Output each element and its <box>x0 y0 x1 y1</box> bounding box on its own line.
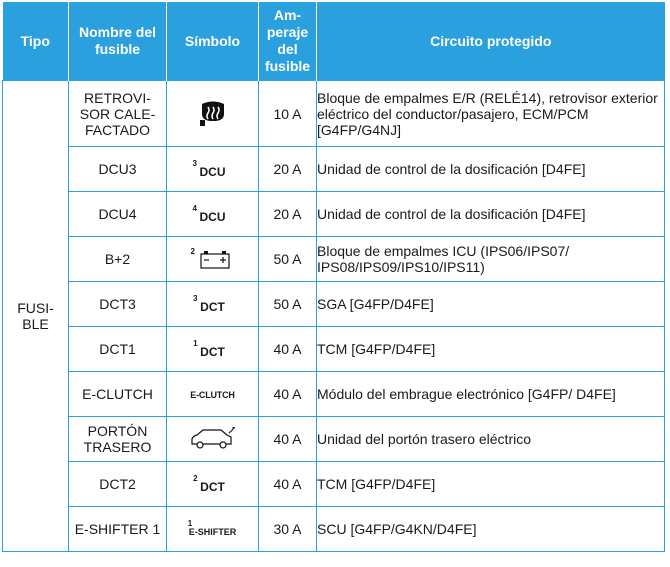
header-row: Tipo Nombre del fusible Símbolo Am-peraj… <box>2 2 665 81</box>
symbol-number: 2 <box>193 474 198 483</box>
fuse-amperage: 10 A <box>258 80 317 147</box>
symbol-text: DCT <box>200 300 225 314</box>
header-simbolo: Símbolo <box>166 2 259 81</box>
fuse-circuit: SGA [G4FP/D4FE] <box>316 281 665 327</box>
header-amperaje-text: Am-peraje del fusible <box>264 7 311 74</box>
symbol-cell: E-CLUTCH <box>166 371 259 417</box>
fuse-amperage: 20 A <box>258 191 317 237</box>
header-nombre-text: Nombre del fusible <box>78 24 156 57</box>
symbol-label: 4 DCU <box>193 203 226 225</box>
symbol-number: 2 <box>190 247 195 256</box>
table-row: FUSI-BLE RETROVI-SOR CALE-FACTADO 10 A B… <box>2 80 665 552</box>
fuse-circuit: SCU [G4FP/G4KN/D4FE] <box>316 506 665 552</box>
fuse-table: Tipo Nombre del fusible Símbolo Am-peraj… <box>2 2 665 552</box>
symbol-label: 3 DCT <box>193 293 225 315</box>
symbol-label: 3 DCU <box>193 158 226 180</box>
symbol-number: 4 <box>192 204 197 213</box>
fuse-name: DCT3 <box>68 281 167 327</box>
battery-symbol: 2 <box>191 247 231 270</box>
fuse-circuit: TCM [G4FP/D4FE] <box>316 326 665 372</box>
heated-mirror-icon <box>199 101 224 126</box>
fuse-name: E-CLUTCH <box>68 371 167 417</box>
symbol-cell <box>166 80 259 147</box>
fuse-name: B+2 <box>68 236 167 282</box>
symbol-cell: 3 DCU <box>166 146 259 192</box>
fuse-name: RETROVI-SOR CALE-FACTADO <box>68 80 167 147</box>
fuse-name: DCT2 <box>68 461 167 507</box>
table-row: E-CLUTCH E-CLUTCH 40 A Módulo del embrag… <box>3 371 665 417</box>
symbol-text: DCU <box>199 210 226 224</box>
tipo-text: FUSI-BLE <box>17 300 54 332</box>
symbol-text: DCT <box>200 345 225 359</box>
fuse-name: DCU4 <box>68 191 167 237</box>
symbol-cell: 2 DCT <box>166 461 259 507</box>
table-row: DCT2 2 DCT 40 A TCM [G4FP/D4FE] <box>3 461 665 507</box>
symbol-label: 1 E-SHIFTER <box>187 518 237 540</box>
table-row: DCU3 3 DCU 20 A Unidad de control de la d… <box>3 146 665 192</box>
fuse-amperage: 20 A <box>258 146 317 192</box>
fuse-circuit: Módulo del embrague electrónico [G4FP/ D… <box>316 371 665 417</box>
fuse-circuit: Unidad de control de la dosificación [D4… <box>316 146 665 192</box>
header-nombre: Nombre del fusible <box>68 2 167 81</box>
symbol-text: E-CLUTCH <box>190 390 235 400</box>
table-row: DCU4 4 DCU 20 A Unidad de control de la d… <box>3 191 665 237</box>
fuse-amperage: 40 A <box>258 326 317 372</box>
symbol-cell: 1 DCT <box>166 326 259 372</box>
symbol-number: 1 <box>187 519 193 528</box>
fuse-circuit: Bloque de empalmes E/R (RELÉ14), retrovi… <box>316 80 665 147</box>
fuse-amperage: 40 A <box>258 461 317 507</box>
battery-icon <box>199 251 230 269</box>
symbol-cell: 3 DCT <box>166 281 259 327</box>
symbol-text: DCT <box>200 480 225 494</box>
symbol-label: 2 DCT <box>193 473 225 495</box>
fuse-name: DCU3 <box>68 146 167 192</box>
power-tailgate-icon <box>190 427 235 449</box>
fuse-circuit: Unidad de control de la dosificación [D4… <box>316 191 665 237</box>
fuse-name: E-SHIFTER 1 <box>68 506 167 552</box>
fuse-amperage: 50 A <box>258 281 317 327</box>
symbol-text: DCU <box>199 165 226 179</box>
table-row: B+2 2 50 A Bloque de empalmes ICU (IPS06… <box>3 236 665 282</box>
fuse-name: PORTÓN TRASERO <box>68 416 167 462</box>
symbol-cell: 4 DCU <box>166 191 259 237</box>
fuse-amperage: 40 A <box>258 416 317 462</box>
symbol-cell: 2 <box>166 236 259 282</box>
fuse-amperage: 30 A <box>258 506 317 552</box>
tipo-cell: FUSI-BLE <box>2 80 69 552</box>
fuse-circuit: Unidad del portón trasero eléctrico <box>316 416 665 462</box>
header-amperaje: Am-peraje del fusible <box>258 2 317 81</box>
header-tipo: Tipo <box>2 2 69 81</box>
symbol-number: 1 <box>193 339 198 348</box>
header-circuito: Circuito protegido <box>316 2 665 81</box>
symbol-cell: 1 E-SHIFTER <box>166 506 259 552</box>
fuse-amperage: 50 A <box>258 236 317 282</box>
fuse-amperage: 40 A <box>258 371 317 417</box>
fuse-circuit: Bloque de empalmes ICU (IPS06/IPS07/ IPS… <box>316 236 665 282</box>
table-row: E-SHIFTER 1 1 E-SHIFTER 30 A SCU [G4FP/G4… <box>3 506 665 552</box>
symbol-label: 1 DCT <box>193 338 225 360</box>
symbol-number: 3 <box>192 159 197 168</box>
table-row: PORTÓN TRASERO 40 A Unidad del portón tr… <box>3 416 665 462</box>
symbol-text: E-SHIFTER <box>188 527 237 537</box>
table-row: DCT3 3 DCT 50 A SGA [G4FP/D4FE] <box>3 281 665 327</box>
fuse-circuit: TCM [G4FP/D4FE] <box>316 461 665 507</box>
symbol-cell <box>166 416 259 462</box>
table-row: DCT1 1 DCT 40 A TCM [G4FP/D4FE] <box>3 326 665 372</box>
symbol-number: 3 <box>193 294 198 303</box>
fuse-name: DCT1 <box>68 326 167 372</box>
